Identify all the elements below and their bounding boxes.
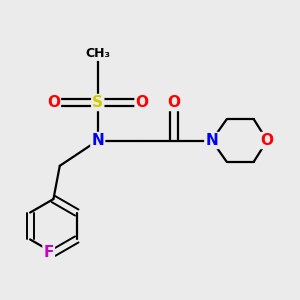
Text: O: O	[261, 133, 274, 148]
Text: CH₃: CH₃	[85, 47, 110, 60]
Text: S: S	[92, 95, 103, 110]
Text: O: O	[47, 95, 60, 110]
Text: O: O	[136, 95, 148, 110]
Text: N: N	[206, 133, 218, 148]
Text: O: O	[167, 95, 180, 110]
Text: F: F	[44, 245, 54, 260]
Text: N: N	[92, 133, 104, 148]
